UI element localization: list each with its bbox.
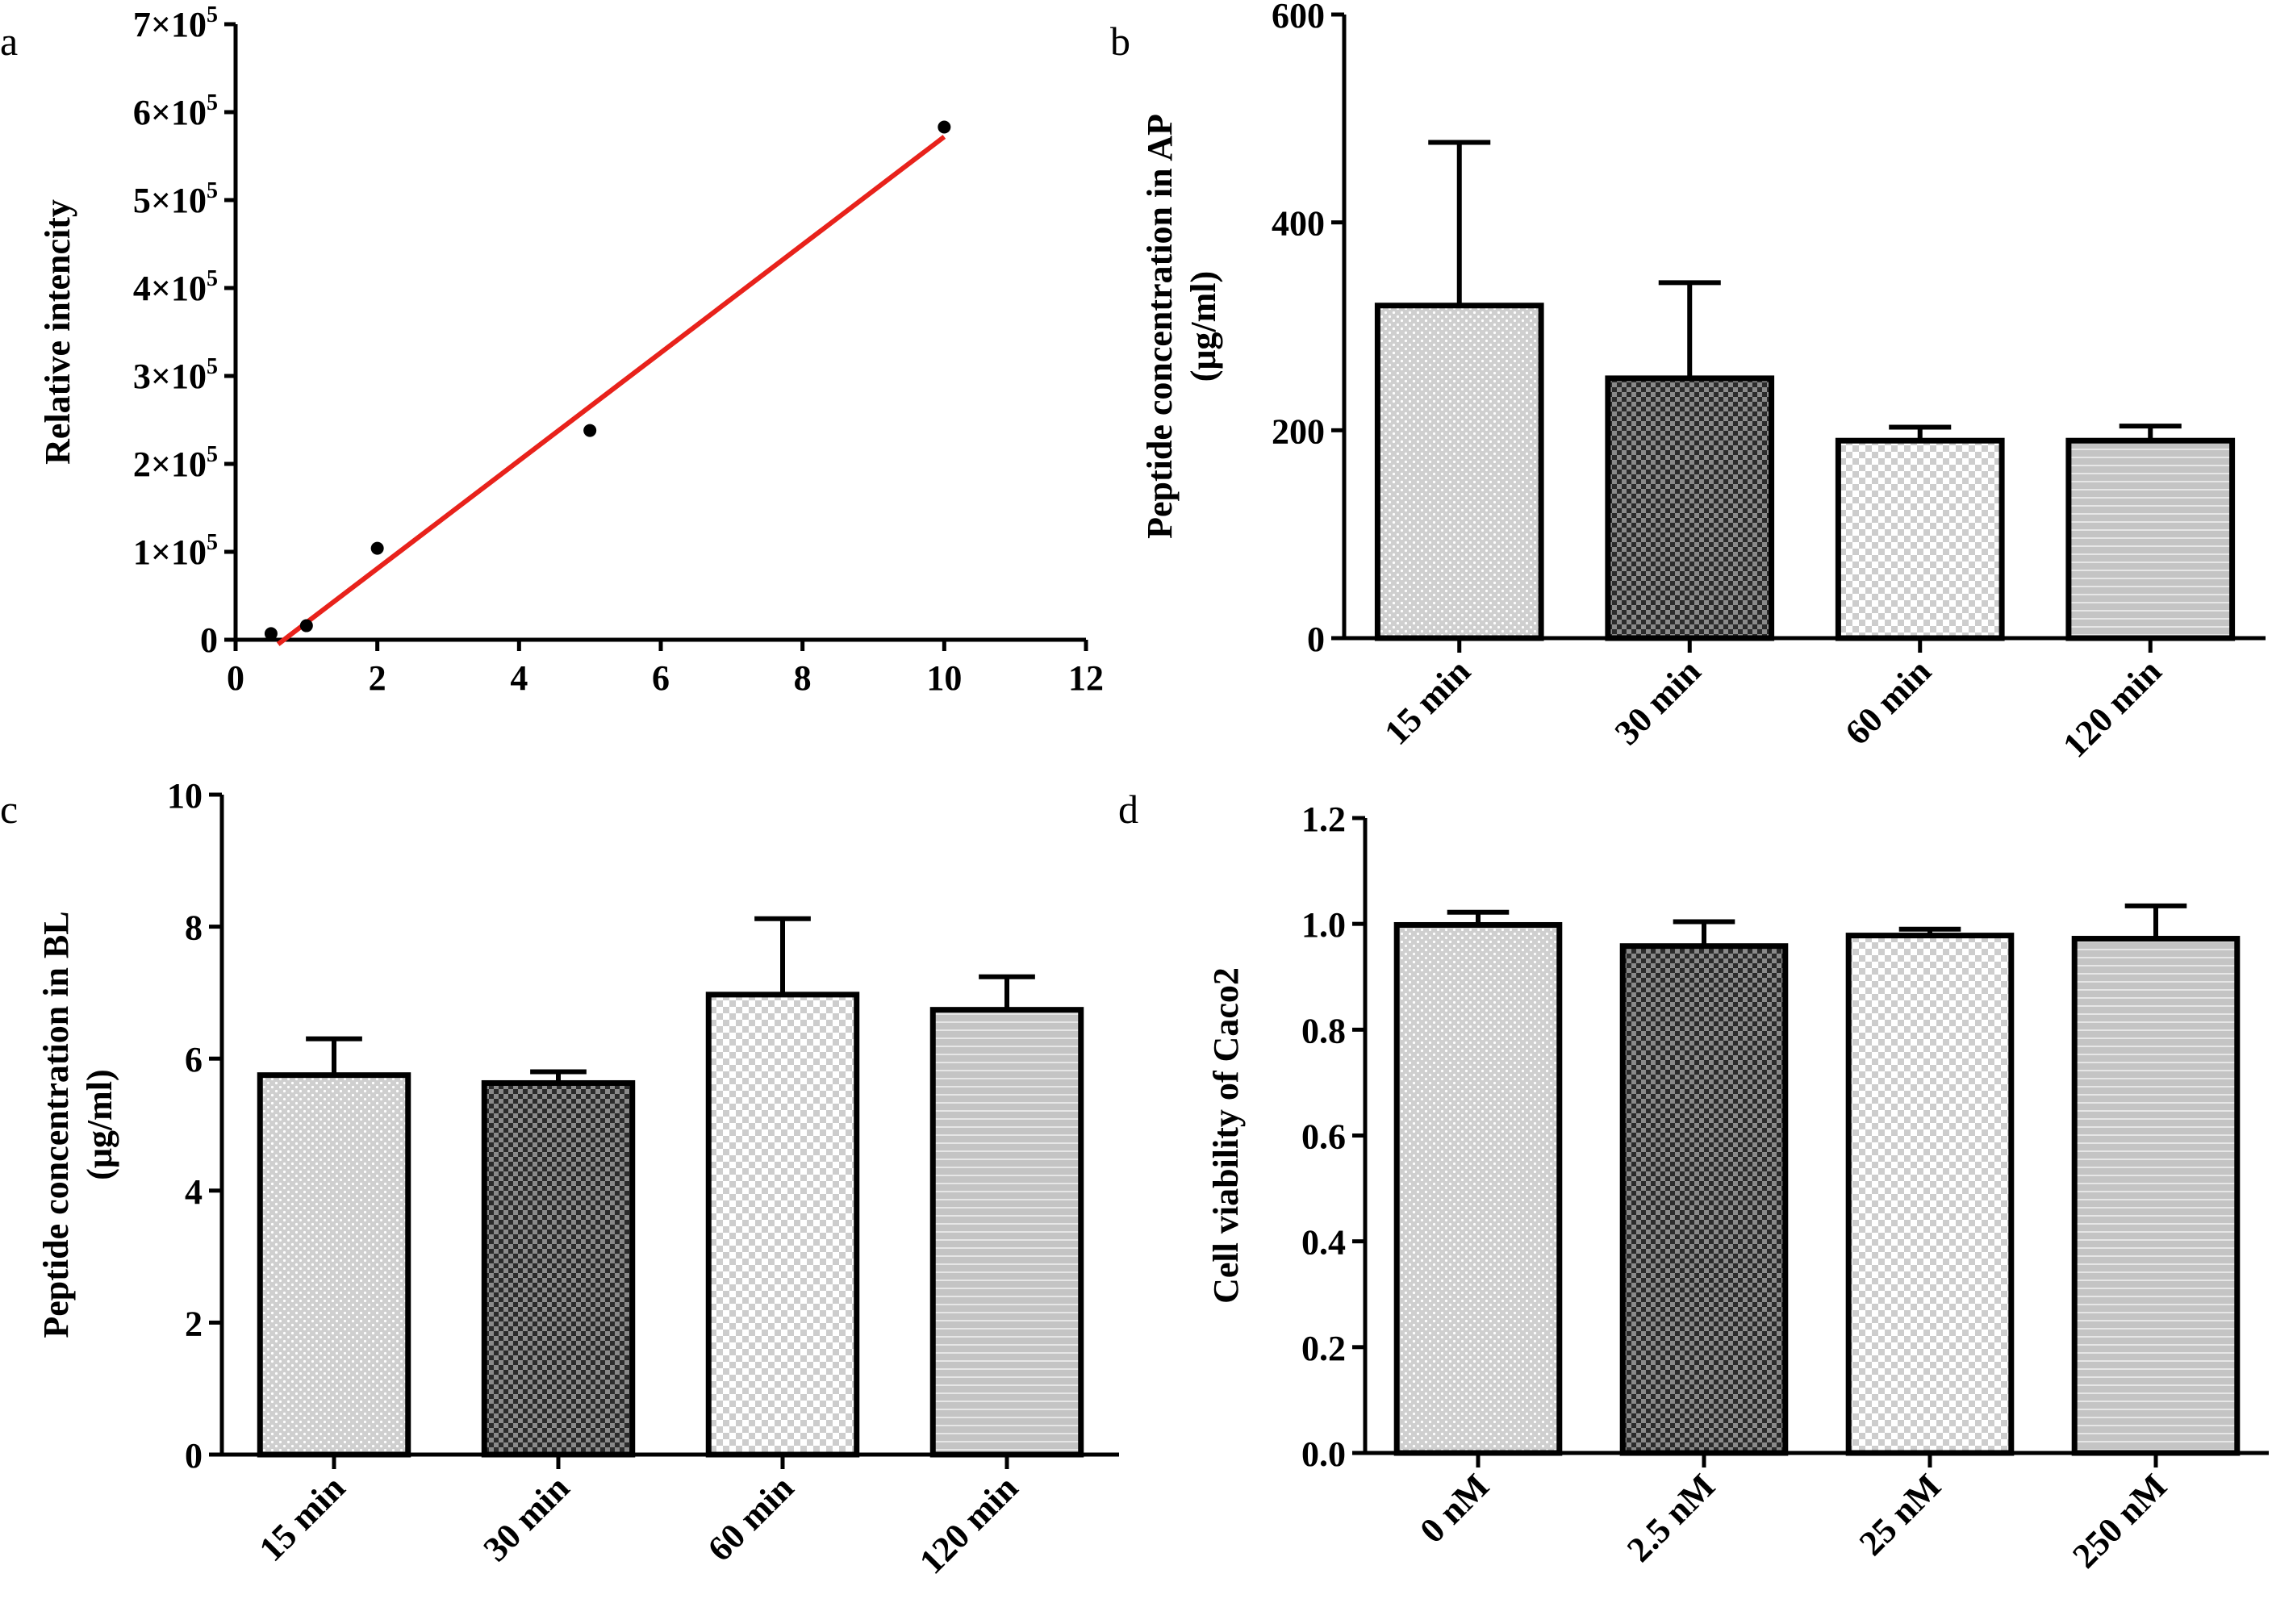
panel-a-y-tick-label: 5×105 <box>133 178 218 220</box>
panel-c-y-axis-unit: (μg/ml) <box>80 1069 119 1179</box>
panel-a-data-point <box>370 541 384 555</box>
panel-d-bar <box>2071 936 2241 1456</box>
panel-d-y-tick-label: 0.0 <box>1301 1434 1346 1474</box>
panel-c-y-tick-label: 8 <box>185 908 203 948</box>
panel-label-b: b <box>1110 19 1130 64</box>
panel-d-y-axis-title: Cell viability of Caco2 <box>1206 967 1246 1304</box>
panel-b-bar-chart: 0 200 400 600 15 min 30 min 60 min 120 min Pepti… <box>1140 0 2266 765</box>
panel-d-y-tick-label: 0.2 <box>1301 1329 1346 1368</box>
panel-label-a: a <box>0 19 18 64</box>
panel-c-x-tick-label: 30 min <box>476 1467 577 1568</box>
panel-b-y-axis-unit: (μg/ml) <box>1184 271 1223 382</box>
panel-d-x-tick-label: 0 nM <box>1412 1466 1497 1551</box>
panel-b-x-tick-label: 60 min <box>1837 651 1938 752</box>
panel-d-y-tick-label: 0.4 <box>1301 1223 1346 1263</box>
panel-c-y-tick-label: 10 <box>167 776 203 816</box>
panel-a-x-tick-label: 10 <box>926 658 962 698</box>
panel-c-y-tick-label: 2 <box>185 1304 203 1343</box>
panel-a-y-tick-label: 2×105 <box>133 442 218 484</box>
panel-a-x-tick-label: 8 <box>794 658 812 698</box>
panel-c-y-tick-label: 4 <box>185 1172 203 1212</box>
panel-a-x-tick-label: 4 <box>510 658 528 698</box>
panel-d-y-tick-label: 0.8 <box>1301 1011 1346 1050</box>
panel-b-y-tick-label: 0 <box>1307 620 1325 659</box>
panel-c-bar <box>481 1079 636 1458</box>
panel-b-x-tick-label: 120 min <box>2055 651 2169 765</box>
panel-b-bar <box>1605 375 1775 641</box>
panel-a-data-point <box>938 120 951 134</box>
panel-a-y-tick-label: 0 <box>200 620 218 660</box>
panel-b-bar <box>1374 303 1544 641</box>
panel-b-y-tick-label: 600 <box>1272 0 1325 35</box>
panel-a-y-tick-label: 4×105 <box>133 266 218 308</box>
panel-a-scatter-chart: 0 2 4 6 8 10 12 0 1×105 2×105 3×105 4×105 5×105 6×105… <box>38 2 1104 698</box>
panel-d-bar <box>1845 933 2015 1456</box>
panel-a-x-tick-label: 6 <box>652 658 670 698</box>
panel-b-bar <box>1835 437 2005 641</box>
panel-c-bar <box>929 1007 1084 1458</box>
panel-a-data-point <box>264 627 278 641</box>
panel-c-bar <box>257 1072 411 1458</box>
panel-d-x-tick-label: 250 nM <box>2065 1466 2174 1576</box>
panel-a-data-point <box>299 619 313 632</box>
panel-b-x-tick-label: 15 min <box>1376 651 1477 752</box>
panel-a-data-point <box>583 424 597 437</box>
panel-a-y-tick-label: 7×105 <box>133 2 218 44</box>
panel-a-fit-line <box>276 135 946 646</box>
panel-b-y-tick-label: 200 <box>1272 411 1325 451</box>
panel-d-y-tick-label: 0.6 <box>1301 1117 1346 1157</box>
panel-c-y-axis-title: Peptide concentration in BL <box>36 911 76 1338</box>
panel-d-bar-chart: 0.0 0.2 0.4 0.6 0.8 1.0 1.2 0 nM 2.5 nM 25 nM 250 … <box>1206 799 2269 1576</box>
panel-d-x-tick-label: 2.5 nM <box>1619 1466 1723 1569</box>
panel-label-c: c <box>0 787 18 832</box>
panel-a-y-axis-title: Relative intencity <box>38 199 77 465</box>
panel-d-y-tick-label: 1.2 <box>1301 799 1346 839</box>
panel-c-x-tick-label: 60 min <box>700 1467 801 1568</box>
panel-c-x-tick-label: 120 min <box>912 1467 1025 1581</box>
panel-label-d: d <box>1118 787 1138 832</box>
panel-d-bar <box>1393 921 1563 1456</box>
panel-b-y-axis-title: Peptide concentration in AP <box>1140 114 1180 539</box>
panel-d-bar <box>1619 943 1789 1456</box>
panel-a-y-tick-label: 6×105 <box>133 90 218 132</box>
panel-a-y-tick-label: 3×105 <box>133 354 218 396</box>
panel-c-bar-chart: 0 2 4 6 8 10 15 min 30 min 60 min 120 min Peptide … <box>36 776 1119 1581</box>
panel-d-y-tick-label: 1.0 <box>1301 905 1346 945</box>
panel-c-y-tick-label: 6 <box>185 1040 203 1079</box>
panel-b-x-tick-label: 30 min <box>1607 651 1708 752</box>
panel-a-y-tick-label: 1×105 <box>133 530 218 572</box>
panel-a-x-tick-label: 12 <box>1068 658 1104 698</box>
panel-b-bar <box>2065 437 2236 641</box>
panel-b-y-tick-label: 400 <box>1272 204 1325 244</box>
panel-c-bar <box>705 992 860 1458</box>
panel-a-x-tick-label: 2 <box>369 658 386 698</box>
panel-c-y-tick-label: 0 <box>185 1436 203 1476</box>
panel-c-x-tick-label: 15 min <box>252 1467 353 1568</box>
panel-d-x-tick-label: 25 nM <box>1852 1466 1948 1563</box>
panel-a-x-tick-label: 0 <box>227 658 244 698</box>
